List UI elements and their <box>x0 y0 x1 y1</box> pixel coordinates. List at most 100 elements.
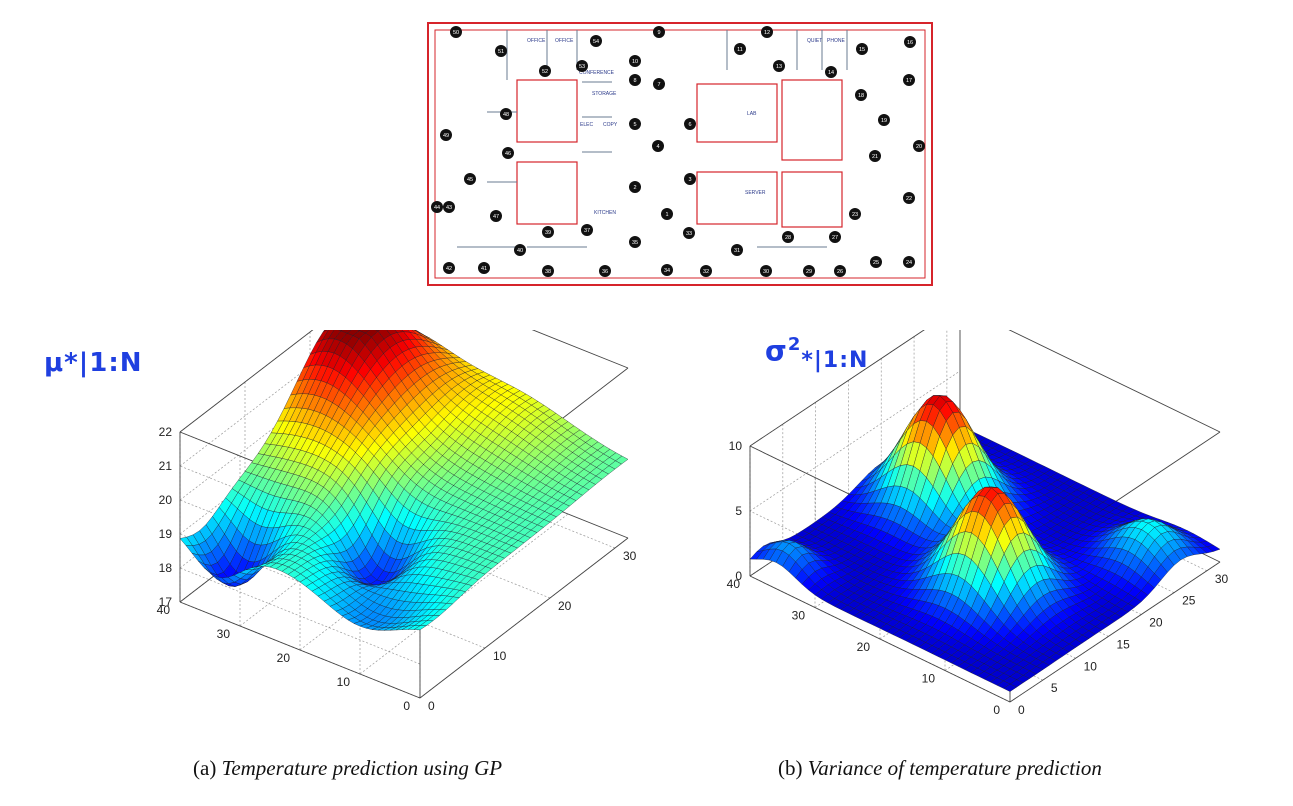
sensor-id: 31 <box>734 248 740 254</box>
sensor-marker: 53 <box>576 60 588 72</box>
sensor-marker: 40 <box>514 244 526 256</box>
sensor-id: 2 <box>633 185 636 191</box>
y-tick-label: 10 <box>337 675 351 689</box>
room-label: COPY <box>603 122 618 128</box>
room-label: OFFICE <box>555 38 574 44</box>
sensor-id: 52 <box>542 69 548 75</box>
sensor-marker: 42 <box>443 262 455 274</box>
sensor-id: 23 <box>852 212 858 218</box>
sensor-id: 29 <box>806 269 812 275</box>
sensor-id: 28 <box>785 235 791 241</box>
z-tick-label: 18 <box>159 561 173 575</box>
sensor-id: 49 <box>443 133 449 139</box>
surface-mesh <box>179 307 629 631</box>
sensor-marker: 24 <box>903 256 915 268</box>
caption-a-tag: (a) <box>193 756 217 780</box>
sensor-marker: 4 <box>652 140 664 152</box>
sensor-marker: 14 <box>825 66 837 78</box>
room-label: KITCHEN <box>594 210 616 216</box>
floor-plan-room <box>516 79 578 143</box>
sensor-marker: 37 <box>581 224 593 236</box>
sensor-marker: 10 <box>629 55 641 67</box>
tick-labels: 17 18 19 20 21 22 0 10 20 30 0 10 20 30 40 <box>157 425 637 713</box>
z-tick-label: 20 <box>159 493 173 507</box>
sensor-id: 47 <box>493 214 499 220</box>
sensor-id: 1 <box>665 212 668 218</box>
y-tick-label: 40 <box>157 603 171 617</box>
sensor-marker: 5 <box>629 118 641 130</box>
sensor-marker: 21 <box>869 150 881 162</box>
x-tick-label: 20 <box>558 599 572 613</box>
z-tick-label: 0 <box>735 569 742 583</box>
variance-annotation: σ2*|1:N <box>765 334 868 373</box>
sensor-marker: 2 <box>629 181 641 193</box>
z-tick-label: 21 <box>159 459 173 473</box>
temperature-variance-chart: 0 5 10 0 5 10 15 20 25 30 0 10 20 30 40 <box>720 305 1260 730</box>
temperature-mean-chart: 17 18 19 20 21 22 0 10 20 30 0 10 20 30 40 <box>140 271 640 730</box>
sensor-id: 6 <box>688 122 691 128</box>
sensor-id: 8 <box>633 78 636 84</box>
z-tick-label: 10 <box>729 439 743 453</box>
caption-a-text: Temperature prediction using GP <box>221 756 503 780</box>
sensor-marker: 30 <box>760 265 772 277</box>
sensor-id: 43 <box>446 205 452 211</box>
sensor-id: 39 <box>545 230 551 236</box>
floor-plan-room <box>516 161 578 225</box>
sensor-marker: 7 <box>653 78 665 90</box>
x-tick-label: 30 <box>623 549 637 563</box>
sensor-id: 44 <box>434 205 440 211</box>
sensor-id: 30 <box>763 269 769 275</box>
sensor-id: 50 <box>453 30 459 36</box>
sensor-marker: 23 <box>849 208 861 220</box>
sensor-id: 21 <box>872 154 878 160</box>
sensor-id: 17 <box>906 78 912 84</box>
sensor-id: 51 <box>498 49 504 55</box>
sensor-id: 4 <box>656 144 659 150</box>
x-tick-label: 20 <box>1149 616 1163 630</box>
floor-plan-room <box>696 83 778 143</box>
x-tick-label: 15 <box>1116 637 1130 651</box>
sensor-id: 54 <box>593 39 599 45</box>
sensor-marker: 46 <box>502 147 514 159</box>
sensor-marker: 8 <box>629 74 641 86</box>
surface-face <box>1003 683 1017 692</box>
sensor-marker: 27 <box>829 231 841 243</box>
x-tick-label: 5 <box>1051 681 1058 695</box>
x-tick-label: 0 <box>428 699 435 713</box>
sensor-id: 42 <box>446 266 452 272</box>
variance-annotation-base: σ <box>765 334 788 368</box>
sensor-id: 16 <box>907 40 913 46</box>
sensor-marker: 48 <box>500 108 512 120</box>
sensor-marker: 35 <box>629 236 641 248</box>
caption-b: (b) Variance of temperature prediction <box>778 756 1102 781</box>
x-tick-label: 30 <box>1215 572 1229 586</box>
sensor-id: 41 <box>481 266 487 272</box>
room-label: PHONE <box>827 38 845 44</box>
sensor-marker: 45 <box>464 173 476 185</box>
z-tick-label: 5 <box>735 504 742 518</box>
sensor-id: 9 <box>657 30 660 36</box>
sensor-marker: 31 <box>731 244 743 256</box>
caption-a: (a) Temperature prediction using GP <box>193 756 502 781</box>
sensor-id: 48 <box>503 112 509 118</box>
sensor-marker: 28 <box>782 231 794 243</box>
x-tick-label: 0 <box>1018 703 1025 717</box>
sensor-id: 36 <box>602 269 608 275</box>
sensor-marker: 32 <box>700 265 712 277</box>
sensor-id: 34 <box>664 268 670 274</box>
surface-mesh <box>749 395 1221 692</box>
x-tick-label: 10 <box>1084 659 1098 673</box>
sensor-id: 25 <box>873 260 879 266</box>
sensor-marker: 33 <box>683 227 695 239</box>
room-label: ELEC <box>580 122 593 128</box>
caption-b-tag: (b) <box>778 756 803 780</box>
sensor-id: 10 <box>632 59 638 65</box>
room-label: CONFERENCE <box>579 70 615 76</box>
x-tick-label: 25 <box>1182 594 1196 608</box>
sensor-marker: 11 <box>734 43 746 55</box>
room-label: STORAGE <box>592 91 617 97</box>
sensor-marker: 41 <box>478 262 490 274</box>
sensor-marker: 54 <box>590 35 602 47</box>
z-tick-label: 19 <box>159 527 173 541</box>
floor-plan-drawing: OFFICE OFFICE CONFERENCE STORAGE ELEC COPY KIT… <box>427 22 933 286</box>
